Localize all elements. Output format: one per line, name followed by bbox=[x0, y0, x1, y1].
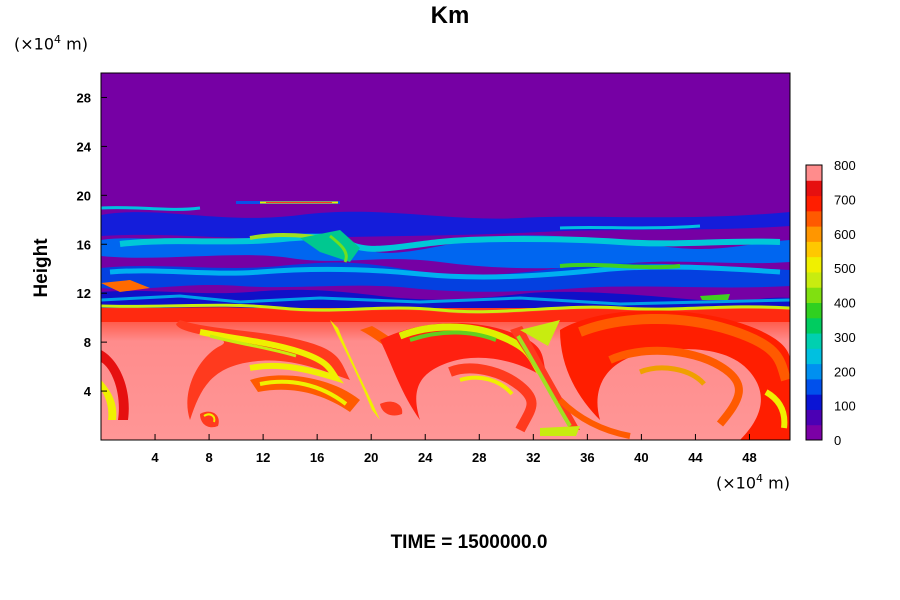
x-tick-label: 20 bbox=[364, 450, 378, 465]
colorbar-tick-label: 0 bbox=[834, 433, 841, 448]
turbulent-band bbox=[101, 206, 790, 308]
colorbar: 0 100 200 300 400 500 600 700 800 bbox=[805, 158, 856, 448]
colorbar-swatch bbox=[806, 180, 822, 197]
colorbar-swatch bbox=[806, 317, 822, 334]
colorbar-swatch bbox=[806, 210, 822, 227]
colorbar-swatch bbox=[806, 378, 822, 395]
y-tick-label: 8 bbox=[84, 335, 91, 350]
y-tick-label: 28 bbox=[77, 90, 91, 105]
x-tick-label: 4 bbox=[151, 450, 159, 465]
x-tick-label: 24 bbox=[418, 450, 433, 465]
x-tick-label: 48 bbox=[742, 450, 756, 465]
colorbar-tick-label: 800 bbox=[834, 158, 856, 173]
y-tick-label: 12 bbox=[77, 286, 91, 301]
colorbar-tick-label: 200 bbox=[834, 364, 856, 379]
colorbar-swatch bbox=[806, 333, 822, 349]
x-axis-ticks: 4 8 12 16 20 24 28 32 36 40 44 48 bbox=[151, 434, 757, 465]
colorbar-tick-label: 500 bbox=[834, 261, 856, 276]
x-tick-label: 16 bbox=[310, 450, 324, 465]
chart-title: Km bbox=[430, 2, 470, 29]
colorbar-swatch bbox=[806, 256, 822, 273]
colorbar-swatch bbox=[806, 424, 822, 441]
x-tick-label: 44 bbox=[688, 450, 703, 465]
x-tick-label: 40 bbox=[634, 450, 648, 465]
x-tick-label: 12 bbox=[256, 450, 270, 465]
x-axis-unit: (×104 m) bbox=[716, 472, 790, 493]
colorbar-swatch bbox=[806, 271, 822, 288]
x-tick-label: 28 bbox=[472, 450, 486, 465]
y-axis-unit: (×104 m) bbox=[14, 33, 88, 54]
y-axis-ticks: 4 8 12 16 20 24 28 bbox=[77, 90, 107, 399]
colorbar-tick-label: 100 bbox=[834, 399, 856, 414]
lower-layer bbox=[101, 303, 790, 440]
colorbar-swatch bbox=[806, 165, 822, 181]
thin-streak bbox=[236, 201, 340, 204]
x-tick-label: 32 bbox=[526, 450, 540, 465]
time-label: TIME = 1500000.0 bbox=[390, 532, 548, 553]
colorbar-tick-label: 600 bbox=[834, 227, 856, 242]
colorbar-swatch bbox=[806, 287, 822, 303]
colorbar-tick-label: 400 bbox=[834, 296, 856, 311]
y-tick-label: 20 bbox=[77, 188, 91, 203]
colorbar-tick-label: 700 bbox=[834, 192, 856, 207]
colorbar-swatch bbox=[806, 226, 822, 242]
colorbar-swatch bbox=[806, 409, 822, 426]
colorbar-swatch bbox=[806, 302, 822, 319]
x-tick-label: 36 bbox=[580, 450, 594, 465]
plot-area bbox=[101, 73, 790, 440]
colorbar-tick-label: 300 bbox=[834, 330, 856, 345]
colorbar-frame bbox=[805, 164, 823, 441]
colorbar-swatch bbox=[806, 241, 822, 258]
colorbar-swatch bbox=[806, 363, 822, 380]
colorbar-swatch bbox=[806, 195, 822, 212]
colorbar-swatch bbox=[806, 348, 822, 365]
x-tick-label: 8 bbox=[205, 450, 212, 465]
y-tick-label: 24 bbox=[77, 139, 92, 154]
colorbar-swatch bbox=[806, 394, 822, 410]
plot-frame bbox=[100, 72, 791, 441]
y-tick-label: 4 bbox=[84, 384, 92, 399]
y-tick-label: 16 bbox=[77, 237, 91, 252]
